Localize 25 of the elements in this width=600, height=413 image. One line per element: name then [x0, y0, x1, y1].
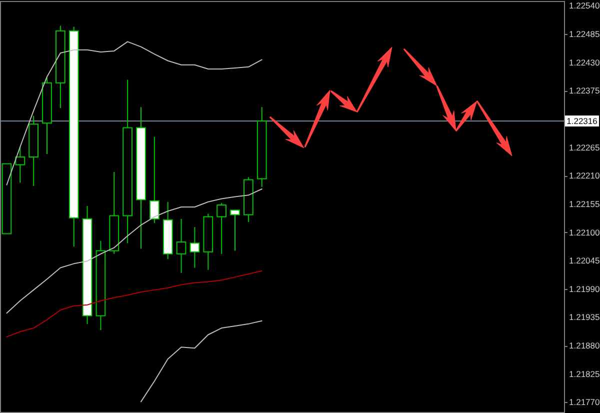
y-tick-label: 1.22210: [569, 170, 600, 181]
y-tick-label: 1.22155: [569, 198, 600, 209]
y-tick-label: 1.22540: [569, 0, 600, 11]
y-tick-label: 1.21770: [569, 397, 600, 408]
ref-line-label: 1.22316: [566, 116, 598, 126]
y-tick-label: 1.22375: [569, 86, 600, 96]
y-tick-label: 1.21990: [569, 284, 600, 294]
y-tick-label: 1.21825: [569, 368, 600, 379]
y-tick-label: 1.21880: [569, 340, 600, 351]
y-tick-label: 1.22485: [569, 28, 600, 39]
candlestick: [216, 202, 227, 254]
y-tick-label: 1.21935: [569, 312, 600, 322]
y-tick-label: 1.22430: [569, 57, 600, 68]
line-series: [140, 320, 262, 402]
y-tick-label: 1.22265: [569, 142, 600, 152]
candlestick: [149, 136, 160, 224]
y-tick-label: 1.22100: [569, 227, 600, 238]
line-series: [6, 41, 262, 186]
candlestick: [176, 218, 186, 274]
candlestick: [230, 210, 240, 252]
candlestick: [15, 146, 26, 184]
y-tick-label: 1.22045: [569, 256, 600, 266]
line-series: [6, 270, 262, 338]
candlestick: [190, 226, 200, 268]
line-series: [6, 188, 262, 314]
